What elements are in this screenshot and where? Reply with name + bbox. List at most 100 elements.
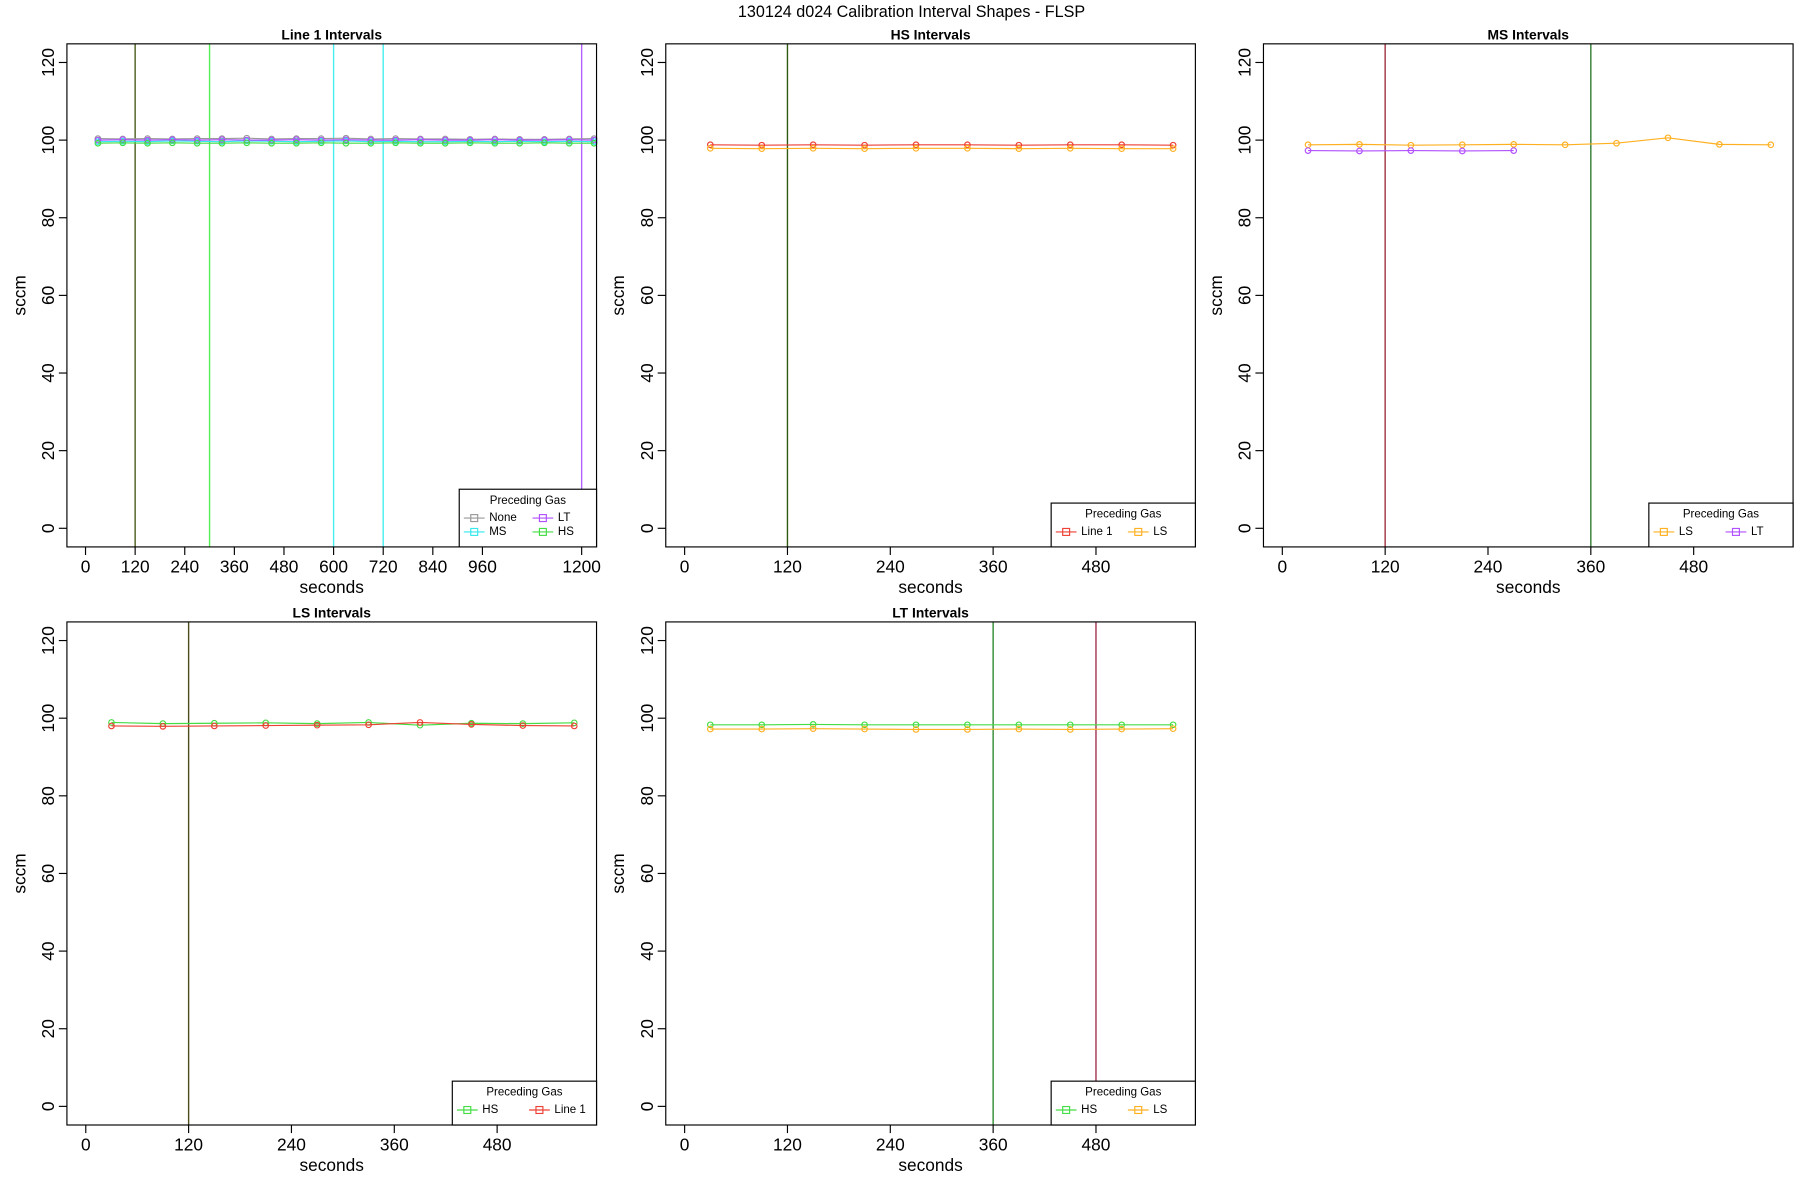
data-point <box>519 720 527 727</box>
data-point <box>169 139 176 147</box>
data-point <box>108 722 115 730</box>
x-tick-label: 240 <box>876 556 905 576</box>
data-point <box>565 139 573 147</box>
data-point <box>1066 726 1074 733</box>
series-line <box>710 728 1174 731</box>
data-point <box>1066 144 1074 152</box>
y-tick-label: 120 <box>637 48 657 77</box>
data-point <box>1716 141 1723 148</box>
data-point <box>565 136 573 144</box>
x-axis-label: seconds <box>300 1155 365 1175</box>
data-point <box>367 139 375 147</box>
x-tick-label: 360 <box>979 556 1008 576</box>
panel: Line 1 Intervals 0 20 40 60 80 100 120 sccm 0 120 2… <box>9 26 601 597</box>
data-point <box>1169 725 1177 733</box>
legend-box <box>1648 502 1794 548</box>
y-tick-label: 60 <box>637 864 657 883</box>
data-point <box>94 139 102 147</box>
data-point <box>570 722 578 730</box>
legend-box <box>451 1080 598 1126</box>
x-tick-label: 840 <box>418 556 447 576</box>
data-point <box>861 725 868 733</box>
data-point <box>912 721 920 729</box>
panel-title: LS Intervals <box>293 605 372 621</box>
x-tick-label: 480 <box>1082 1134 1111 1154</box>
legend-marker <box>1134 527 1143 536</box>
legend-marker <box>470 527 479 536</box>
y-tick-label: 20 <box>637 441 657 460</box>
data-point <box>1015 725 1023 733</box>
legend-label: LT <box>558 512 571 524</box>
y-tick-label: 100 <box>637 704 657 733</box>
data-point <box>441 139 449 147</box>
y-tick-label: 40 <box>38 941 58 960</box>
x-tick-label: 600 <box>319 556 348 576</box>
data-point <box>706 721 714 729</box>
data-point <box>964 721 971 729</box>
y-tick-label: 80 <box>637 208 657 227</box>
plot-frame <box>66 621 598 1126</box>
data-point <box>964 141 971 149</box>
x-tick-label: 720 <box>369 556 398 576</box>
legend-label: Line 1 <box>1081 526 1112 538</box>
y-tick-label: 0 <box>637 523 657 533</box>
data-point <box>1066 721 1074 729</box>
x-axis-label: seconds <box>1496 577 1561 597</box>
data-point <box>491 139 499 147</box>
legend-marker <box>538 514 547 523</box>
x-tick-label: 480 <box>1679 556 1708 576</box>
legend-marker <box>463 1105 472 1115</box>
data-point <box>1356 141 1363 148</box>
y-tick-label: 60 <box>1235 286 1255 305</box>
data-point <box>262 722 270 729</box>
data-point <box>706 144 714 152</box>
x-axis-label: seconds <box>898 1155 963 1175</box>
legend-label: HS <box>482 1104 498 1116</box>
data-point <box>313 721 321 729</box>
legend-title: Preceding Gas <box>1683 509 1759 521</box>
x-tick-label: 0 <box>81 1134 91 1154</box>
y-tick-label: 0 <box>1235 523 1255 533</box>
data-point <box>1169 721 1177 729</box>
x-tick-label: 120 <box>773 1134 802 1154</box>
x-tick-label: 960 <box>468 556 497 576</box>
data-point <box>210 722 218 730</box>
y-tick-label: 100 <box>38 704 58 733</box>
legend-marker <box>1062 527 1071 536</box>
x-tick-label: 360 <box>220 556 249 576</box>
data-point <box>912 141 920 149</box>
x-tick-label: 0 <box>680 1134 690 1154</box>
y-axis-label: sccm <box>9 853 29 893</box>
y-axis-label: sccm <box>1206 275 1226 315</box>
panel: MS Intervals 0 20 40 60 80 100 120 sccm 0 120 240 36… <box>1206 26 1794 597</box>
data-point <box>342 136 350 144</box>
panel-title: LT Intervals <box>892 605 969 621</box>
y-tick-label: 0 <box>38 1102 58 1112</box>
y-tick-label: 120 <box>1235 48 1255 77</box>
legend-box <box>1050 1080 1196 1126</box>
data-point <box>964 726 971 733</box>
data-point <box>1510 141 1518 148</box>
y-tick-label: 60 <box>38 864 58 883</box>
x-tick-label: 120 <box>773 556 802 576</box>
panel: LT Intervals 0 20 40 60 80 100 120 sccm 0 120 240 36… <box>608 605 1196 1175</box>
x-tick-label: 480 <box>270 556 299 576</box>
x-tick-label: 240 <box>170 556 199 576</box>
data-point <box>809 144 817 152</box>
data-point <box>1015 145 1023 152</box>
data-point <box>293 136 300 144</box>
legend-marker <box>538 527 547 536</box>
data-point <box>1066 141 1074 149</box>
x-tick-label: 0 <box>81 556 91 576</box>
data-point <box>1118 141 1126 149</box>
data-point <box>293 139 300 147</box>
legend-label: LS <box>1153 1104 1167 1116</box>
legend-title: Preceding Gas <box>1085 509 1161 521</box>
data-point <box>1767 141 1775 149</box>
legend-marker <box>1731 527 1740 536</box>
data-point <box>1458 147 1466 155</box>
y-tick-label: 60 <box>637 286 657 305</box>
data-point <box>519 722 527 729</box>
data-point <box>392 139 399 147</box>
